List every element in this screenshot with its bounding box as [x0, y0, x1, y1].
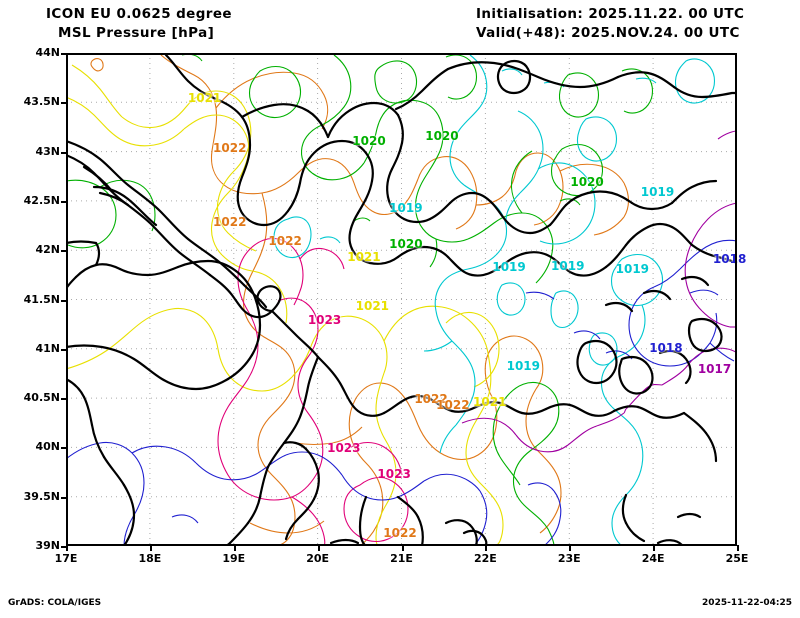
model-title: ICON EU 0.0625 degree: [46, 6, 232, 22]
y-axis-tick: [61, 53, 67, 55]
y-axis-tick-label: 44N: [35, 46, 60, 59]
x-axis-tick: [737, 545, 739, 551]
contour-label: 1020: [570, 175, 604, 190]
x-axis-tick-label: 23E: [557, 552, 581, 565]
x-axis-tick: [317, 545, 320, 551]
x-axis-tick-label: 25E: [725, 552, 749, 565]
y-axis-tick-label: 41.5N: [23, 292, 60, 306]
y-axis-tick-label: 39.5N: [23, 489, 60, 503]
valid-time: Valid(+48): 2025.NOV.24. 00 UTC: [476, 25, 740, 41]
y-axis-tick: [61, 447, 67, 450]
y-axis-tick: [61, 151, 67, 154]
y-axis-tick-label: 39N: [35, 539, 60, 552]
x-axis-tick-label: 22E: [473, 552, 497, 565]
contour-label: 1019: [389, 200, 423, 215]
contour-1020: [66, 53, 654, 546]
x-axis-tick-label: 24E: [641, 552, 665, 565]
contour-label: 1022: [414, 392, 448, 407]
x-axis-tick-label: 17E: [54, 552, 78, 565]
credit-label: GrADS: COLA/IGES: [8, 598, 102, 608]
y-axis-tick: [61, 200, 67, 203]
contour-1023: [217, 237, 409, 546]
contour-label: 1017: [697, 362, 732, 377]
y-axis-tick-label: 42N: [35, 243, 60, 257]
x-axis-tick: [653, 545, 656, 551]
contour-label: 1021: [347, 250, 381, 265]
contour-1018: [66, 239, 737, 546]
contour-label: 1019: [615, 261, 650, 276]
x-axis-tick-label: 21E: [390, 552, 413, 565]
y-axis-tick: [61, 299, 67, 302]
contour-label: 1023: [377, 467, 411, 481]
variable-title: MSL Pressure [hPa]: [58, 25, 215, 41]
x-axis-tick: [149, 545, 152, 551]
x-axis-tick: [233, 545, 236, 551]
contour-label: 1019: [640, 185, 675, 199]
contour-label: 1023: [327, 441, 361, 456]
x-axis-tick: [569, 545, 572, 551]
contour-label: 1019: [506, 358, 540, 373]
contour-label-layer: 1021 1022 1020 1020 1020 1019 1019 1022 1022 1020…: [66, 53, 746, 546]
x-axis-tick: [485, 545, 488, 551]
y-axis-tick: [61, 348, 67, 351]
y-axis-tick: [61, 496, 67, 499]
initialisation-time: Initialisation: 2025.11.22. 00 UTC: [476, 6, 745, 22]
contour-label: 1022: [213, 214, 247, 229]
y-axis-tick: [61, 546, 67, 548]
contour-label: 1020: [425, 128, 459, 143]
y-axis-tick-label: 43N: [35, 144, 60, 158]
contour-label: 1022: [213, 140, 247, 155]
contour-label: 1022: [383, 526, 417, 541]
x-axis-tick-label: 18E: [138, 552, 162, 565]
contour-label: 1022: [268, 234, 302, 249]
y-axis-tick: [61, 102, 67, 105]
contour-label: 1018: [712, 252, 747, 267]
contour-label: 1021: [187, 91, 222, 106]
y-axis-tick-label: 43.5N: [23, 95, 60, 109]
x-axis-tick-label: 19E: [222, 552, 246, 565]
y-axis-tick: [61, 398, 67, 401]
y-axis-tick-label: 41N: [35, 341, 60, 355]
x-axis-tick: [66, 545, 68, 551]
contour-label: 1020: [352, 133, 386, 148]
contour-label: 1018: [649, 340, 683, 355]
x-axis-tick-label: 20E: [306, 552, 330, 565]
contour-label: 1019: [492, 259, 526, 274]
contour-label: 1020: [389, 237, 423, 252]
y-axis-tick-label: 42.5N: [23, 193, 60, 207]
contour-label: 1019: [551, 258, 585, 273]
contour-label: 1023: [307, 313, 342, 328]
y-axis-tick-label: 40.5N: [23, 391, 60, 405]
y-axis-tick-label: 40N: [35, 440, 60, 454]
contour-1021: [66, 64, 504, 546]
contour-label: 1021: [355, 299, 390, 314]
render-timestamp: 2025-11-22-04:25: [702, 598, 792, 608]
contour-label: 1021: [473, 395, 507, 410]
x-axis-tick: [401, 545, 404, 551]
contour-plot: 1021 1022 1020 1020 1020 1019 1019 1022 1022 1020…: [66, 53, 746, 546]
contour-label: 1022: [436, 397, 470, 412]
y-axis-tick: [61, 250, 67, 253]
coastlines: [66, 53, 737, 546]
map-svg: [66, 53, 737, 546]
